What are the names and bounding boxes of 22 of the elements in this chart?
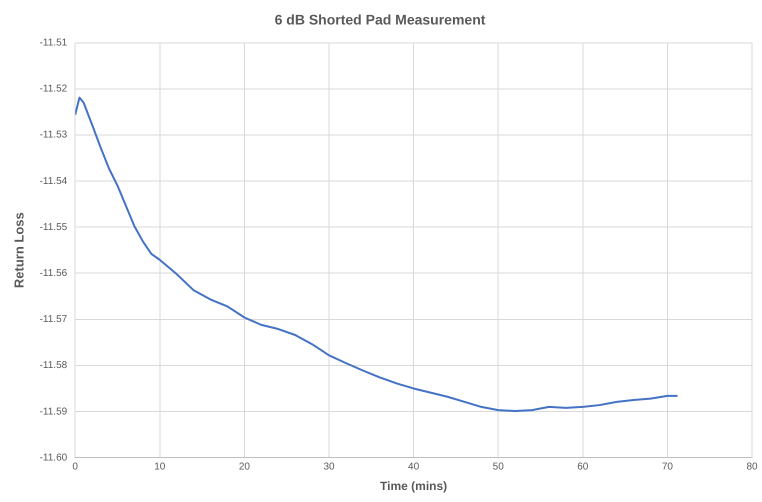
x-tick-label: 40 (408, 461, 420, 472)
x-tick-label: 10 (154, 461, 166, 472)
y-tick-label: -11.57 (40, 314, 68, 326)
y-tick-label: -11.52 (40, 84, 68, 95)
y-tick-label: -11.59 (40, 406, 68, 418)
y-tick-label: -11.56 (40, 268, 68, 279)
y-tick-label: -11.53 (40, 130, 68, 141)
y-tick-label: -11.55 (40, 222, 68, 233)
x-tick-label: 50 (492, 461, 504, 472)
x-tick-label: 20 (238, 461, 250, 472)
x-tick-label: 70 (662, 461, 674, 472)
x-tick-label: 60 (577, 461, 589, 472)
x-tick-label: 0 (72, 461, 78, 472)
x-tick-label: 30 (323, 461, 336, 472)
x-axis-title: Time (mins) (380, 479, 448, 494)
y-tick-label: -11.54 (40, 176, 68, 187)
y-tick-label: -11.58 (40, 360, 68, 372)
chart-title: 6 dB Shorted Pad Measurement (274, 11, 486, 28)
y-tick-label: -11.60 (40, 452, 68, 464)
y-tick-label: -11.51 (40, 38, 68, 49)
x-tick-label: 80 (746, 461, 758, 472)
y-axis-title: Return Loss (11, 212, 26, 288)
